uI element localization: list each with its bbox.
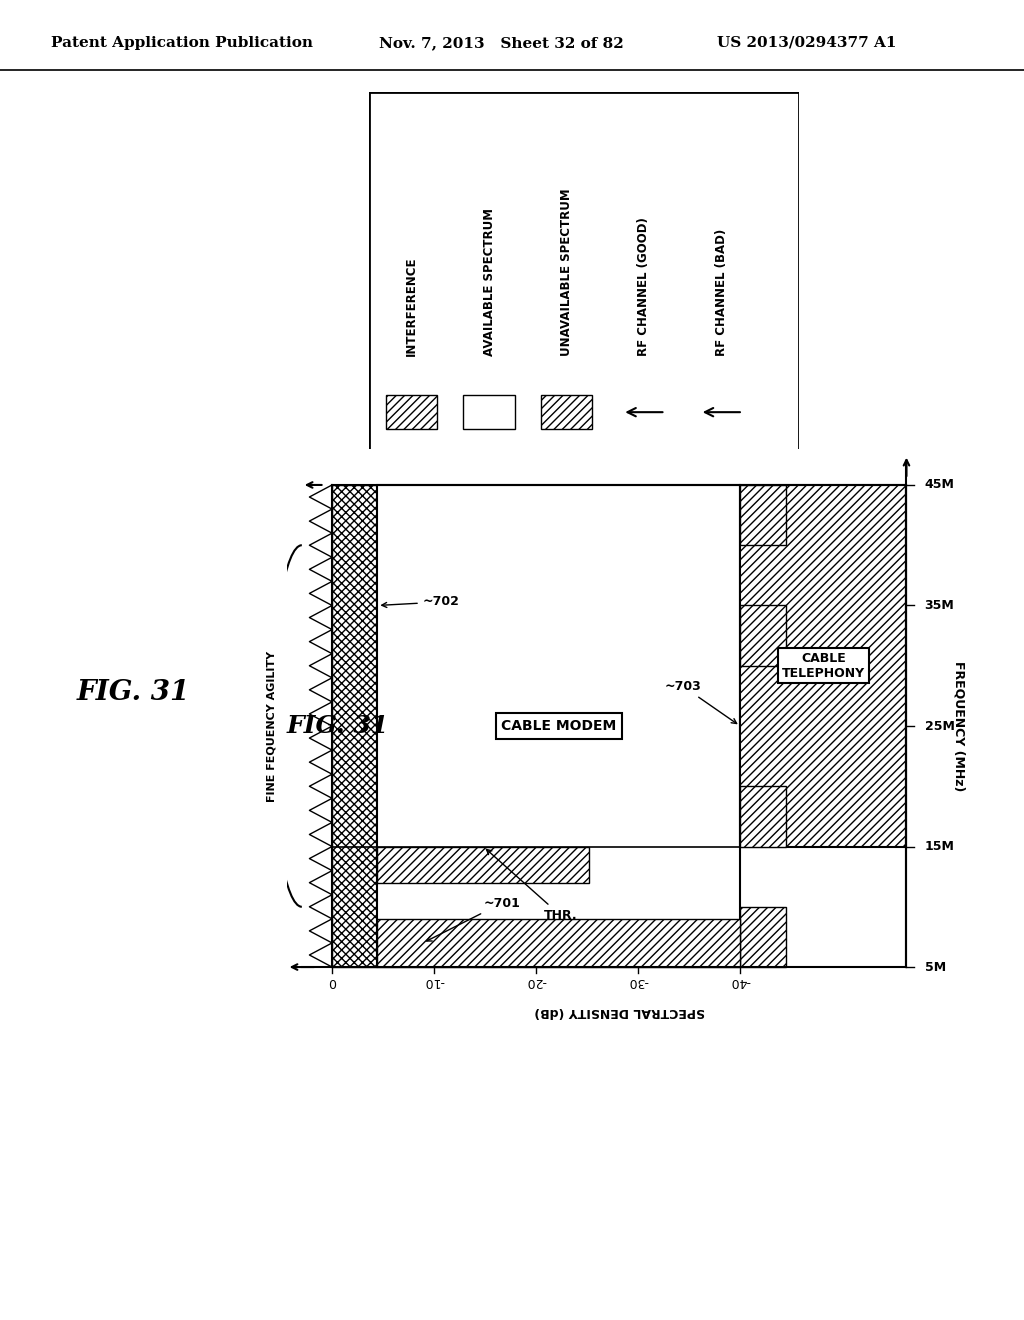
Bar — [541, 395, 592, 429]
Text: FINE FEQUENCY AGILITY: FINE FEQUENCY AGILITY — [266, 651, 276, 801]
Text: 45M: 45M — [925, 478, 954, 491]
Text: -20: -20 — [526, 975, 547, 989]
Text: INTERFERENCE: INTERFERENCE — [406, 256, 418, 355]
Text: FREQUENCY (MHz): FREQUENCY (MHz) — [953, 661, 966, 791]
Bar — [740, 907, 785, 968]
Bar — [740, 606, 785, 665]
Bar — [378, 484, 740, 968]
Bar — [378, 846, 589, 883]
Text: -30: -30 — [628, 975, 648, 989]
Bar — [386, 395, 437, 429]
Text: -40: -40 — [730, 975, 751, 989]
Text: FIG. 31: FIG. 31 — [287, 714, 389, 738]
Bar — [378, 919, 740, 968]
Bar — [740, 787, 785, 846]
Text: UNAVAILABLE SPECTRUM: UNAVAILABLE SPECTRUM — [560, 189, 573, 355]
Text: 15M: 15M — [925, 840, 954, 853]
Text: FIG. 31: FIG. 31 — [77, 680, 189, 706]
Bar — [463, 395, 515, 429]
Text: Patent Application Publication: Patent Application Publication — [51, 36, 313, 50]
Text: ~702: ~702 — [382, 595, 460, 609]
Text: -10: -10 — [424, 975, 444, 989]
Text: THR.: THR. — [486, 849, 578, 921]
Text: US 2013/0294377 A1: US 2013/0294377 A1 — [717, 36, 896, 50]
Bar — [740, 484, 906, 846]
Text: 35M: 35M — [925, 599, 954, 612]
Text: SPECTRAL DENSITY (dB): SPECTRAL DENSITY (dB) — [534, 1006, 705, 1018]
Text: AVAILABLE SPECTRUM: AVAILABLE SPECTRUM — [482, 207, 496, 355]
Bar — [332, 484, 378, 968]
Text: 5M: 5M — [925, 961, 946, 974]
Text: ~703: ~703 — [665, 680, 736, 723]
Text: ~701: ~701 — [427, 896, 520, 941]
Text: 25M: 25M — [925, 719, 954, 733]
Text: RF CHANNEL (BAD): RF CHANNEL (BAD) — [715, 228, 728, 355]
Text: CABLE
TELEPHONY: CABLE TELEPHONY — [781, 652, 865, 680]
Bar — [740, 484, 785, 545]
Text: 0: 0 — [328, 975, 336, 989]
Text: CABLE MODEM: CABLE MODEM — [501, 719, 616, 733]
Text: RF CHANNEL (GOOD): RF CHANNEL (GOOD) — [637, 216, 650, 355]
Text: Nov. 7, 2013   Sheet 32 of 82: Nov. 7, 2013 Sheet 32 of 82 — [379, 36, 624, 50]
